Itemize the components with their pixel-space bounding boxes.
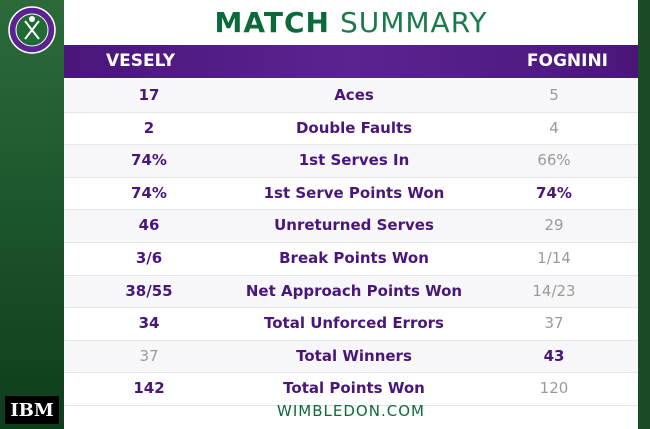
table-row: 74% 1st Serve Points Won 74% bbox=[64, 177, 638, 211]
stats-table: 17 Aces 5 2 Double Faults 4 74% 1st Serves In 66… bbox=[64, 80, 638, 406]
player1-value: 46 bbox=[138, 216, 160, 235]
player1-value: 3/6 bbox=[135, 248, 163, 267]
stat-label: Break Points Won bbox=[279, 248, 429, 267]
player1-value: 74% bbox=[131, 183, 167, 202]
player2-value: 4 bbox=[549, 118, 559, 137]
player2-name: FOGNINI bbox=[526, 51, 608, 71]
stat-label: 1st Serve Points Won bbox=[263, 183, 445, 202]
player2-value: 29 bbox=[544, 216, 564, 235]
player1-value: 74% bbox=[131, 151, 167, 170]
player2-value: 120 bbox=[539, 379, 569, 398]
player1-value: 142 bbox=[133, 379, 165, 398]
player2-value: 37 bbox=[544, 314, 564, 333]
player2-value: 1/14 bbox=[537, 248, 571, 267]
title-normal: SUMMARY bbox=[339, 6, 488, 39]
player1-value: 2 bbox=[143, 118, 155, 137]
player2-value: 14/23 bbox=[532, 281, 576, 300]
ibm-logo: IBM bbox=[5, 396, 59, 424]
player2-value: 74% bbox=[536, 183, 572, 202]
player1-name: VESELY bbox=[106, 51, 176, 71]
player1-value: 34 bbox=[138, 314, 160, 333]
table-row: 37 Total Winners 43 bbox=[64, 340, 638, 374]
stat-label: Double Faults bbox=[295, 118, 413, 137]
wimbledon-logo bbox=[8, 6, 56, 54]
player1-value: 37 bbox=[139, 346, 159, 365]
title-bold: MATCH bbox=[214, 6, 330, 39]
table-row: 34 Total Unforced Errors 37 bbox=[64, 308, 638, 341]
table-row: 17 Aces 5 bbox=[64, 80, 638, 113]
table-row: 2 Double Faults 4 bbox=[64, 112, 638, 146]
table-row: 38/55 Net Approach Points Won 14/23 bbox=[64, 275, 638, 309]
sponsor-text: IBM bbox=[10, 399, 54, 421]
stat-label: 1st Serves In bbox=[298, 151, 410, 170]
footer-site[interactable]: WIMBLEDON.COM bbox=[277, 402, 425, 420]
stat-label: Unreturned Serves bbox=[274, 216, 434, 235]
stat-label: Net Approach Points Won bbox=[245, 281, 463, 300]
stat-label: Total Winners bbox=[296, 346, 412, 365]
match-summary-card: MATCH SUMMARY VESELY FOGNINI 17 Aces 5 2 Dou… bbox=[64, 0, 638, 429]
page-title: MATCH SUMMARY bbox=[64, 0, 638, 45]
table-row: 74% 1st Serves In 66% bbox=[64, 145, 638, 178]
player1-value: 38/55 bbox=[125, 281, 173, 300]
right-background bbox=[638, 0, 650, 429]
table-row: 3/6 Break Points Won 1/14 bbox=[64, 242, 638, 276]
stat-label: Total Points Won bbox=[283, 379, 425, 398]
table-row: 142 Total Points Won 120 bbox=[64, 373, 638, 406]
player1-value: 17 bbox=[138, 86, 160, 104]
players-header: VESELY FOGNINI bbox=[64, 45, 638, 78]
table-row: 46 Unreturned Serves 29 bbox=[64, 210, 638, 243]
left-background bbox=[0, 0, 64, 429]
player2-value: 5 bbox=[549, 86, 559, 104]
stat-label: Total Unforced Errors bbox=[264, 314, 444, 333]
player2-value: 66% bbox=[537, 151, 571, 170]
player2-value: 43 bbox=[543, 346, 565, 365]
stat-label: Aces bbox=[334, 86, 374, 104]
